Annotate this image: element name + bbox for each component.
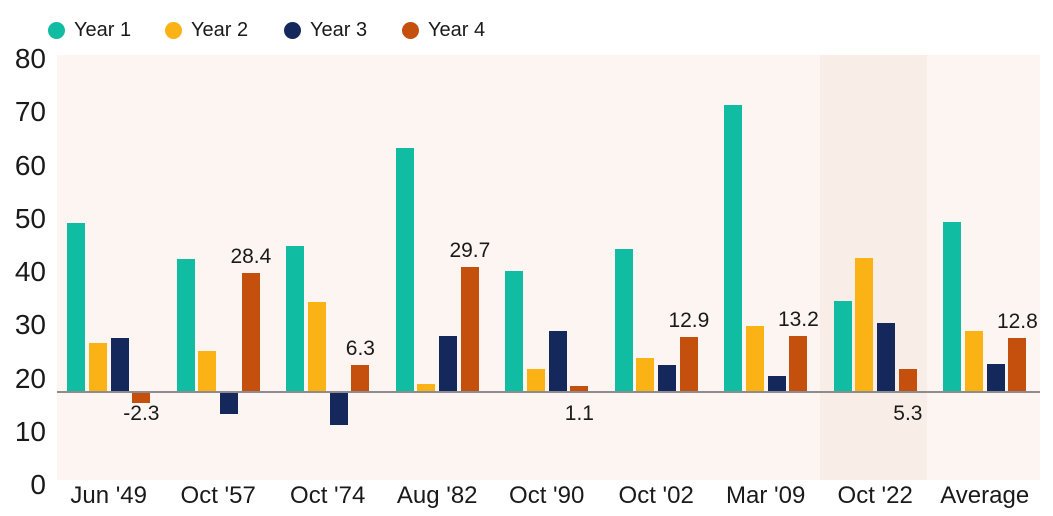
y-axis-tick-10: 10 xyxy=(14,415,46,447)
legend-dot-year-2-icon xyxy=(165,21,182,39)
y-axis-tick-80: 80 xyxy=(14,43,46,74)
legend-dot-year-4-icon xyxy=(402,21,419,39)
y-axis-tick-70: 70 xyxy=(14,96,46,128)
bar-year-4-oct-90 xyxy=(570,386,589,391)
bar-year-4-jun-49 xyxy=(132,393,151,403)
x-axis-label-oct-74: Oct '74 xyxy=(290,482,366,509)
x-axis-label-oct-02: Oct '02 xyxy=(618,482,694,509)
oct-22-highlight-band xyxy=(820,55,927,480)
value-label-oct-90: 1.1 xyxy=(564,402,594,425)
value-label-average: 12.8 xyxy=(996,310,1038,333)
bar-year-3-oct-90 xyxy=(548,331,567,391)
bar-year-4-oct-74 xyxy=(351,365,370,391)
bar-year-3-oct-57 xyxy=(220,393,239,414)
bar-year-4-mar-09 xyxy=(789,336,808,391)
value-label-oct-74: 6.3 xyxy=(345,337,375,360)
y-axis-tick-40: 40 xyxy=(14,256,46,287)
bar-year-2-oct-02 xyxy=(636,358,655,391)
legend-label-year-1: Year 1 xyxy=(74,19,132,41)
bar-year-2-average xyxy=(964,331,983,391)
bar-year-1-average xyxy=(943,222,961,391)
bar-year-2-mar-09 xyxy=(745,326,764,391)
y-axis-tick-60: 60 xyxy=(14,149,46,181)
x-axis-label-oct-57: Oct '57 xyxy=(180,482,256,509)
value-label-oct-02: 12.9 xyxy=(668,309,710,332)
bar-year-4-oct-02 xyxy=(679,337,698,391)
legend-label-year-2: Year 2 xyxy=(191,19,249,41)
y-axis-tick-50: 50 xyxy=(14,202,46,234)
bar-year-2-oct-90 xyxy=(526,369,545,391)
x-axis-label-jun-49: Jun '49 xyxy=(70,482,147,509)
value-label-oct-22: 5.3 xyxy=(893,402,923,425)
bar-year-4-oct-22 xyxy=(898,369,917,391)
bar-year-1-aug-82 xyxy=(395,148,414,391)
x-axis-label-oct-90: Oct '90 xyxy=(509,482,585,509)
bar-year-1-mar-09 xyxy=(724,105,742,391)
bar-year-1-oct-90 xyxy=(505,271,523,391)
plot-area: -2.3 28.4 6.3 29.7 1.1 12.9 13.2 5.3 12.8 xyxy=(57,55,1040,480)
bar-year-3-oct-22 xyxy=(877,323,896,391)
bar-year-1-oct-02 xyxy=(614,249,633,391)
x-axis-baseline xyxy=(57,391,1040,393)
bar-year-2-oct-74 xyxy=(307,302,326,391)
bar-year-2-oct-57 xyxy=(198,351,217,391)
bar-year-3-aug-82 xyxy=(439,336,458,391)
y-axis-tick-0: 0 xyxy=(30,469,46,500)
x-axis-label-average: Average xyxy=(940,482,1030,509)
bar-year-1-oct-74 xyxy=(286,246,304,391)
bar-year-4-aug-82 xyxy=(460,267,479,391)
bar-year-1-oct-22 xyxy=(833,301,852,391)
bar-year-3-mar-09 xyxy=(767,376,786,391)
y-axis-tick-20: 20 xyxy=(14,362,46,394)
legend-label-year-4: Year 4 xyxy=(428,19,486,41)
value-label-jun-49: -2.3 xyxy=(123,402,160,425)
bar-year-3-oct-74 xyxy=(329,393,348,425)
bar-year-3-jun-49 xyxy=(110,338,129,391)
x-axis-label-aug-82: Aug '82 xyxy=(396,482,478,509)
x-axis-label-oct-22: Oct '22 xyxy=(837,482,913,509)
value-label-mar-09: 13.2 xyxy=(777,308,819,331)
legend-dot-year-1-icon xyxy=(48,21,65,39)
x-axis-label-mar-09: Mar '09 xyxy=(726,482,806,509)
value-label-oct-57: 28.4 xyxy=(230,245,272,268)
y-axis-tick-30: 30 xyxy=(14,309,46,341)
legend-item-year-3: Year 3 xyxy=(284,17,367,43)
bar-year-1-oct-57 xyxy=(176,259,195,391)
bar-year-2-aug-82 xyxy=(417,384,436,391)
legend-item-year-4: Year 4 xyxy=(402,17,485,43)
bar-year-4-average xyxy=(1008,338,1027,391)
bar-year-3-average xyxy=(986,364,1005,391)
legend-dot-year-3-icon xyxy=(284,21,301,39)
bar-year-2-oct-22 xyxy=(855,258,874,391)
legend-item-year-2: Year 2 xyxy=(165,17,248,43)
bar-year-2-jun-49 xyxy=(88,343,107,391)
legend-label-year-3: Year 3 xyxy=(310,19,368,41)
legend-item-year-1: Year 1 xyxy=(48,17,131,43)
bar-year-4-oct-57 xyxy=(241,273,260,391)
bar-year-3-oct-02 xyxy=(658,365,677,391)
bar-year-1-jun-49 xyxy=(67,223,85,391)
value-label-aug-82: 29.7 xyxy=(449,239,491,262)
